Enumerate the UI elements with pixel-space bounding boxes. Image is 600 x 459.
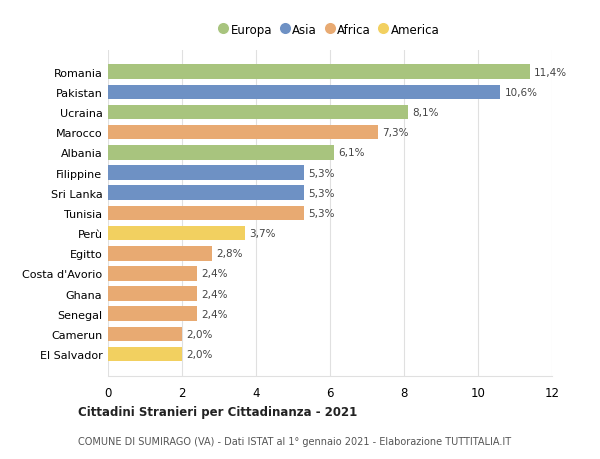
Text: 3,7%: 3,7% [250, 229, 276, 239]
Text: 8,1%: 8,1% [412, 108, 439, 118]
Text: 5,3%: 5,3% [308, 208, 335, 218]
Bar [108, 85, 500, 100]
Bar [108, 267, 197, 281]
Text: 2,4%: 2,4% [201, 309, 228, 319]
Text: 11,4%: 11,4% [534, 67, 568, 78]
Bar [108, 126, 378, 140]
Text: 2,4%: 2,4% [201, 269, 228, 279]
Bar [108, 106, 408, 120]
Text: 5,3%: 5,3% [308, 188, 335, 198]
Legend: Europa, Asia, Africa, America: Europa, Asia, Africa, America [217, 21, 443, 40]
Bar [108, 246, 212, 261]
Text: 2,8%: 2,8% [216, 249, 242, 259]
Bar [108, 186, 304, 201]
Bar [108, 307, 197, 321]
Text: 2,0%: 2,0% [187, 349, 213, 359]
Text: 5,3%: 5,3% [308, 168, 335, 178]
Bar [108, 166, 304, 180]
Text: 10,6%: 10,6% [505, 88, 538, 98]
Bar [108, 146, 334, 160]
Text: 6,1%: 6,1% [338, 148, 365, 158]
Text: 2,4%: 2,4% [201, 289, 228, 299]
Text: Cittadini Stranieri per Cittadinanza - 2021: Cittadini Stranieri per Cittadinanza - 2… [78, 405, 357, 419]
Bar [108, 206, 304, 221]
Bar [108, 226, 245, 241]
Bar [108, 65, 530, 80]
Bar [108, 347, 182, 362]
Bar [108, 327, 182, 341]
Bar [108, 287, 197, 301]
Text: 7,3%: 7,3% [383, 128, 409, 138]
Text: COMUNE DI SUMIRAGO (VA) - Dati ISTAT al 1° gennaio 2021 - Elaborazione TUTTITALI: COMUNE DI SUMIRAGO (VA) - Dati ISTAT al … [78, 437, 511, 446]
Text: 2,0%: 2,0% [187, 329, 213, 339]
